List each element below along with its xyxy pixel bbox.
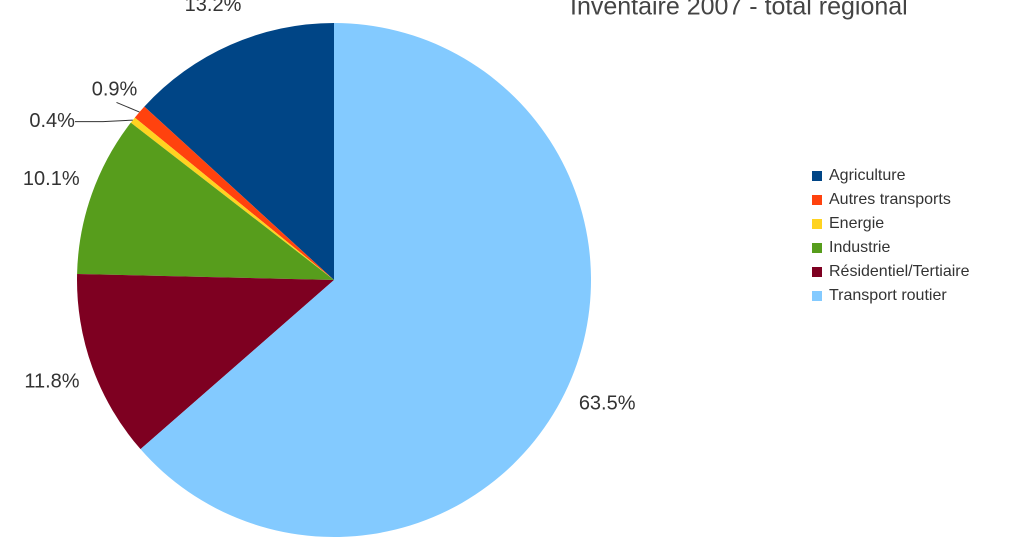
data-label: 13.2% bbox=[185, 0, 242, 16]
legend-swatch bbox=[812, 219, 822, 229]
pie-slice bbox=[130, 117, 334, 280]
pie-slice bbox=[77, 273, 334, 450]
pie-slice bbox=[144, 23, 334, 280]
legend-label: Autres transports bbox=[829, 191, 951, 208]
legend-swatch bbox=[812, 243, 822, 253]
legend-label: Energie bbox=[829, 215, 884, 232]
legend-swatch bbox=[812, 171, 822, 181]
legend-label: Agriculture bbox=[829, 167, 906, 184]
legend-label: Résidentiel/Tertiaire bbox=[829, 263, 970, 280]
legend-swatch bbox=[812, 291, 822, 301]
chart-title: Inventaire 2007 - total régional bbox=[570, 0, 908, 21]
leader-line bbox=[116, 102, 140, 113]
pie-slice bbox=[140, 23, 591, 537]
pie-slice bbox=[77, 122, 335, 280]
data-label: 11.8% bbox=[24, 370, 79, 392]
legend-label: Industrie bbox=[829, 239, 890, 256]
pie-slice bbox=[134, 106, 334, 280]
legend-swatch bbox=[812, 267, 822, 277]
legend-label: Transport routier bbox=[829, 287, 947, 304]
data-label: 0.4% bbox=[29, 110, 75, 132]
data-label: 0.9% bbox=[92, 79, 138, 101]
data-label: 10.1% bbox=[23, 168, 80, 190]
leader-line bbox=[74, 119, 133, 123]
data-label: 63.5% bbox=[579, 392, 636, 414]
legend-swatch bbox=[812, 195, 822, 205]
